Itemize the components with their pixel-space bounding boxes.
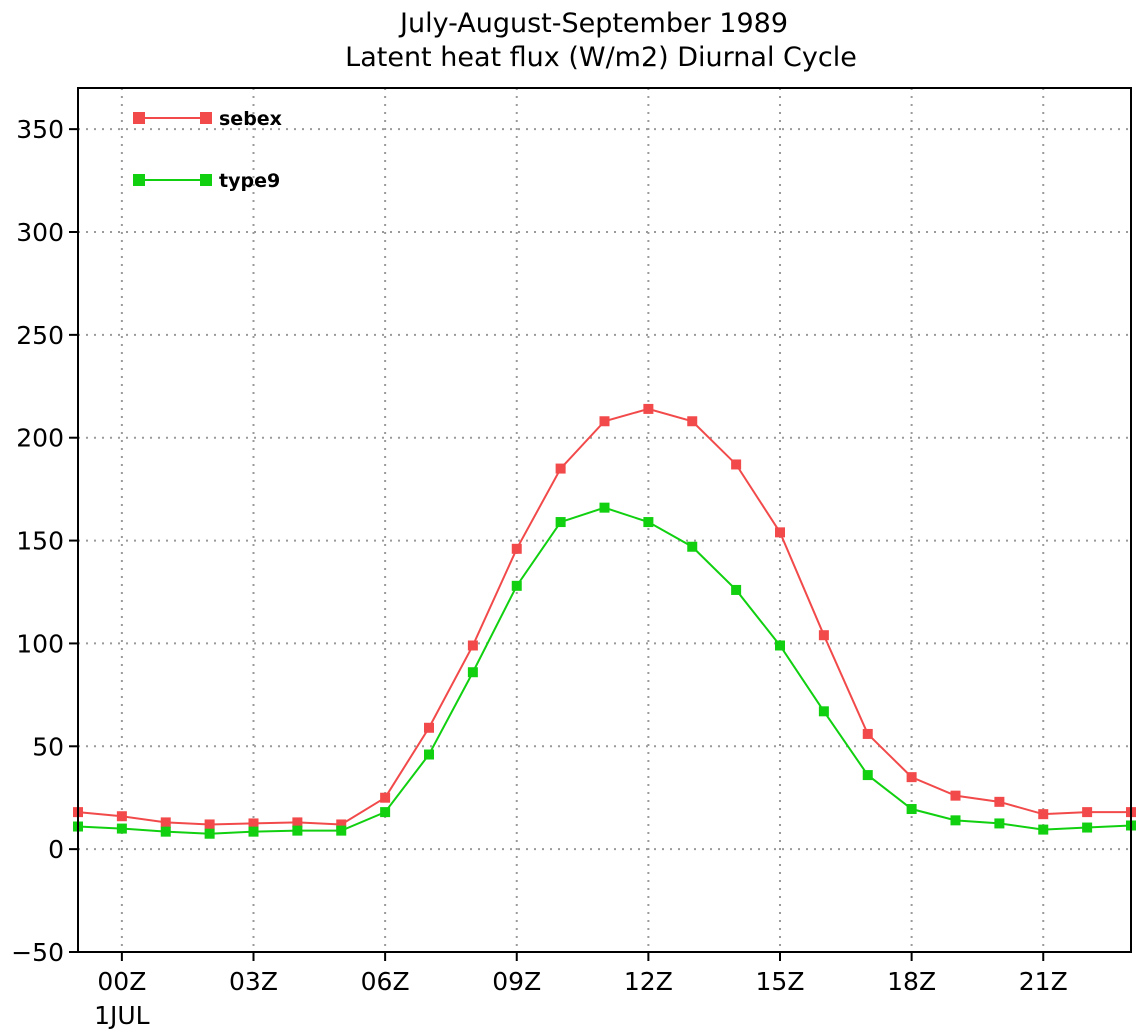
data-point-type9 [1082, 822, 1093, 833]
y-tick-label: 0 [48, 835, 64, 864]
x-tick-label: 06Z [361, 967, 410, 996]
data-point-sebex [862, 728, 873, 739]
data-point-sebex [467, 640, 478, 651]
y-tick-label: 300 [16, 218, 64, 247]
data-point-type9 [204, 828, 215, 839]
data-point-sebex [555, 463, 566, 474]
y-tick-label: 100 [16, 629, 64, 658]
data-point-type9 [160, 826, 171, 837]
data-point-sebex [950, 790, 961, 801]
legend-marker-sebex [200, 112, 212, 124]
y-tick-label: 50 [32, 732, 64, 761]
y-tick-label: 200 [16, 424, 64, 453]
data-point-sebex [687, 416, 698, 427]
data-point-sebex [160, 817, 171, 828]
data-point-sebex [775, 527, 785, 538]
data-point-sebex [1038, 809, 1049, 820]
data-point-sebex [424, 722, 434, 733]
x-tick-label: 09Z [492, 967, 541, 996]
series-line-sebex [77, 407, 1131, 826]
data-point-sebex [336, 819, 347, 830]
data-point-type9 [424, 749, 434, 760]
x-tick-label: 12Z [624, 967, 673, 996]
data-point-sebex [292, 817, 303, 828]
legend: sebex type9 [133, 108, 282, 192]
data-point-type9 [555, 517, 566, 528]
data-point-sebex [643, 403, 654, 414]
y-tick-label: 250 [16, 321, 64, 350]
x-tick-label: 18Z [887, 967, 936, 996]
data-point-type9 [380, 807, 391, 818]
data-point-type9 [818, 706, 829, 717]
data-point-type9 [862, 770, 873, 781]
legend-marker-type9 [200, 174, 212, 186]
data-point-sebex [994, 796, 1005, 807]
data-point-type9 [116, 823, 127, 834]
data-point-type9 [336, 825, 347, 836]
data-point-type9 [599, 502, 610, 513]
x-date-label: 1JUL [94, 1001, 150, 1030]
x-tick-label: 15Z [756, 967, 805, 996]
x-tick-label: 00Z [97, 967, 146, 996]
data-point-sebex [204, 819, 215, 830]
data-point-type9 [906, 804, 917, 815]
plot-frame [77, 87, 1132, 953]
data-point-type9 [1038, 824, 1049, 835]
series-layer [73, 403, 1136, 839]
axes: 00Z 03Z 06Z 09Z 12Z 15Z 18Z 21Z 1JUL −50 0 50 100 150… [11, 87, 1132, 1030]
data-point-sebex [380, 792, 391, 803]
x-tick-label: 21Z [1019, 967, 1068, 996]
data-point-type9 [687, 541, 698, 552]
y-tick-label: 350 [16, 115, 64, 144]
data-point-type9 [248, 826, 259, 837]
data-point-sebex [906, 772, 917, 783]
data-point-sebex [818, 630, 829, 641]
data-point-type9 [731, 584, 742, 595]
data-point-sebex [248, 818, 259, 829]
data-point-sebex [1082, 807, 1093, 818]
chart-subtitle: Latent heat flux (W/m2) Diurnal Cycle [345, 42, 857, 73]
data-point-type9 [643, 517, 654, 528]
data-point-type9 [775, 640, 785, 651]
series-line-type9 [77, 506, 1132, 835]
legend-marker-type9 [133, 174, 145, 186]
data-point-type9 [511, 580, 522, 591]
data-point-type9 [950, 815, 961, 826]
x-tick-label: 03Z [229, 967, 278, 996]
y-tick-label: −50 [11, 938, 64, 967]
data-point-type9 [292, 825, 303, 836]
data-point-sebex [511, 543, 522, 554]
legend-label-type9: type9 [219, 170, 280, 192]
data-point-sebex [116, 811, 127, 822]
legend-label-sebex: sebex [219, 108, 282, 130]
data-point-type9 [467, 667, 478, 678]
data-point-sebex [731, 459, 742, 470]
chart-title: July-August-September 1989 [398, 8, 788, 39]
data-point-sebex [599, 416, 610, 427]
data-point-type9 [994, 818, 1005, 829]
y-tick-label: 150 [16, 527, 64, 556]
legend-marker-sebex [133, 112, 145, 124]
